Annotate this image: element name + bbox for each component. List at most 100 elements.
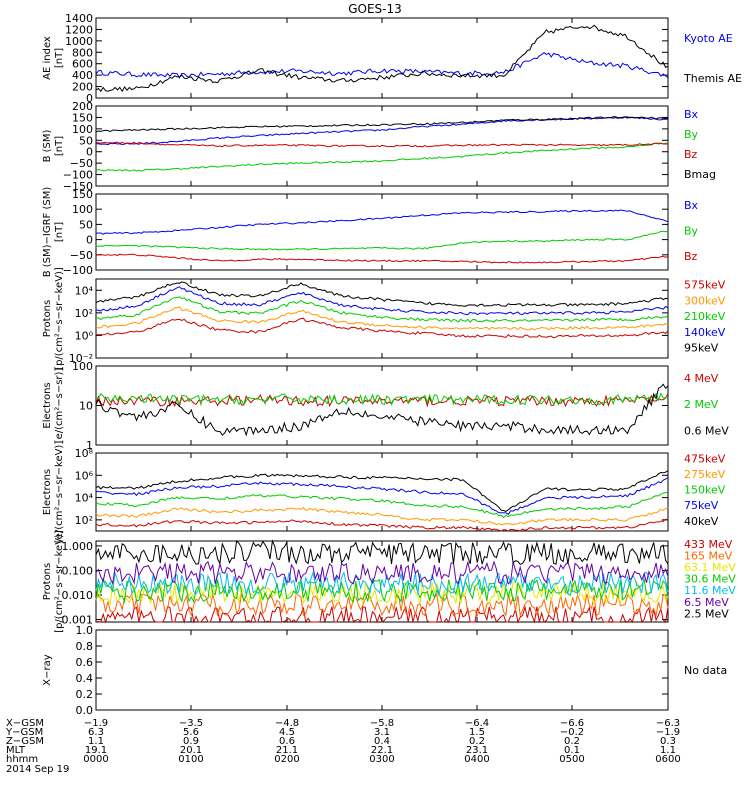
y-tick-label: 10² <box>75 307 93 320</box>
orbit-cell: 0.2 <box>564 736 580 747</box>
panel-electrons_kev: 10² 10⁴ 10⁶ 10⁸ Electrons [e/(cm²−s−sr−keV)] 4… <box>42 441 726 544</box>
orbit-cell: 0.3 <box>660 736 676 747</box>
y-tick-label: 10⁸ <box>75 447 94 460</box>
legend-themis-ae: Themis AE <box>683 72 742 85</box>
legend-6-5-mev: 6.5 MeV <box>684 596 729 609</box>
orbit-cell: 1.1 <box>660 745 676 756</box>
y-axis-label: AE index <box>42 36 53 80</box>
y-axis-label: Electrons <box>42 469 53 515</box>
legend-150kev: 150keV <box>684 484 726 497</box>
y-tick-label: 10⁰ <box>75 329 94 342</box>
legend-kyoto-ae: Kyoto AE <box>684 32 733 45</box>
legend-by: By <box>684 225 699 238</box>
series-line-165-mev <box>95 592 669 618</box>
orbit-cell: 0600 <box>655 754 680 765</box>
orbit-row-label: hhmm <box>6 754 38 765</box>
series-line-210kev <box>95 296 669 323</box>
legend-bx: Bx <box>684 199 699 212</box>
y-tick-label: 50 <box>79 134 93 147</box>
orbit-row-label: Y−GSM <box>5 727 43 738</box>
orbit-table: X−GSMY−GSMZ−GSMMLThhmm−1.96.31.119.10000… <box>5 718 681 775</box>
date-label: 2014 Sep 19 <box>6 764 69 775</box>
series-line-2-mev <box>95 392 669 407</box>
orbit-cell: 1.5 <box>469 727 485 738</box>
figure-title: GOES-13 <box>348 2 402 16</box>
y-axis-unit: [nT] <box>54 222 65 242</box>
legend-by: By <box>684 128 699 141</box>
series-line-575kev <box>95 317 669 339</box>
orbit-cell: 0400 <box>464 754 489 765</box>
series-line-4-mev <box>95 393 669 408</box>
y-tick-label: 0 <box>86 146 93 159</box>
series-line-140kev <box>95 286 669 316</box>
orbit-row-label: MLT <box>6 745 26 756</box>
series-line-bz <box>95 253 669 264</box>
y-axis-label: B (SM)−IGRF (SM) <box>42 187 53 278</box>
y-tick-label: 0.100 <box>62 564 94 577</box>
series-line-30-6-mev <box>95 577 669 604</box>
y-tick-label: 150 <box>72 188 93 201</box>
y-tick-label: 100 <box>72 360 93 373</box>
legend-30-6-mev: 30.6 MeV <box>684 573 736 586</box>
y-tick-label: 200 <box>72 81 93 94</box>
y-tick-label: 10⁴ <box>75 492 94 505</box>
y-axis-unit: [p/(cm²−s−sr−keV)] <box>54 530 65 633</box>
series-line-475kev <box>95 518 669 532</box>
legend-63-1-mev: 63.1 MeV <box>684 561 736 574</box>
orbit-cell: 0.4 <box>374 736 390 747</box>
series-line-0-6-mev <box>95 383 669 437</box>
panel-electrons_mev: 1 10 100 Electrons [e/(cm²−s−sr)] 4 MeV 2 MeV 0… <box>42 360 729 452</box>
series-line-95kev <box>95 281 669 307</box>
y-tick-label: 400 <box>72 69 93 82</box>
series-line-300kev <box>95 306 669 331</box>
orbit-cell: 0.6 <box>279 736 295 747</box>
y-tick-label: 0 <box>86 234 93 247</box>
legend-0-6-mev: 0.6 MeV <box>684 424 729 437</box>
y-axis-label: Protons <box>42 563 53 600</box>
panel-frame <box>95 629 669 711</box>
y-tick-label: −50 <box>70 249 93 262</box>
panel-xray: 0.0 0.2 0.4 0.6 0.8 1.0 X−ray No data <box>42 624 727 717</box>
series-line-themis-ae <box>95 24 669 93</box>
y-axis-label: X−ray <box>42 654 53 685</box>
y-tick-label: 0.010 <box>62 589 94 602</box>
series-line-bx <box>95 209 669 235</box>
y-tick-label: 10 <box>79 400 93 413</box>
legend-210kev: 210keV <box>684 310 726 323</box>
orbit-cell: 4.5 <box>279 727 295 738</box>
orbit-cell: 0.1 <box>564 745 580 756</box>
y-axis-unit: [e/(cm²−s−sr−keV)] <box>54 441 65 544</box>
panel-frame <box>95 17 669 99</box>
orbit-cell: 1.1 <box>88 736 104 747</box>
series-line-6-5-mev <box>95 560 669 585</box>
y-tick-label: 100 <box>72 203 93 216</box>
y-tick-label: 1400 <box>65 12 93 25</box>
orbit-cell: −1.9 <box>84 718 108 729</box>
legend-575kev: 575keV <box>684 278 726 291</box>
orbit-cell: 3.1 <box>374 727 390 738</box>
orbit-cell: −3.5 <box>179 718 203 729</box>
series-line-75kev <box>95 476 669 516</box>
y-tick-label: 10² <box>75 514 93 527</box>
orbit-cell: −1.9 <box>656 727 680 738</box>
y-tick-label: 10⁶ <box>75 469 94 482</box>
orbit-cell: −6.3 <box>656 718 680 729</box>
series-line-bmag <box>95 116 669 133</box>
panel-protons_high: 0.001 0.010 0.100 1.000 Protons [p/(cm²−s−sr−… <box>42 530 736 633</box>
orbit-cell: 0300 <box>369 754 394 765</box>
y-tick-label: 1.0 <box>76 624 94 637</box>
orbit-cell: −6.4 <box>465 718 489 729</box>
y-axis-unit: [nT] <box>54 136 65 156</box>
orbit-cell: −0.2 <box>560 727 584 738</box>
orbit-cell: 19.1 <box>85 745 107 756</box>
y-tick-label: 0.0 <box>76 704 94 717</box>
orbit-cell: 21.1 <box>276 745 298 756</box>
orbit-cell: 22.1 <box>371 745 393 756</box>
series-line-433-mev <box>96 605 669 624</box>
legend-433-mev: 433 MeV <box>684 538 733 551</box>
y-tick-label: 50 <box>79 218 93 231</box>
y-tick-label: −50 <box>70 157 93 170</box>
